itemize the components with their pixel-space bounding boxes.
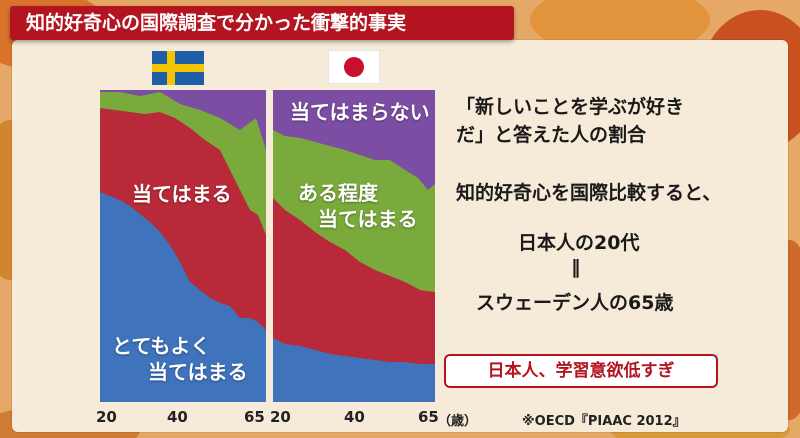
sweden-label-totemoyoku-1: とてもよく <box>112 334 211 358</box>
sweden-tick-20: 20 <box>96 408 117 426</box>
source-note: ※OECD『PIAAC 2012』 <box>522 414 686 429</box>
japan-area-blue <box>273 338 435 402</box>
japan-tick-20: 20 <box>270 408 291 426</box>
equals-sign: ‖ <box>571 256 581 278</box>
sweden-label-atehamaru: 当てはまる <box>132 182 232 206</box>
sweden-tick-65: 65 <box>244 408 265 426</box>
swedish-65: スウェーデン人の65歳 <box>476 292 674 314</box>
sweden-area-blue <box>100 192 266 402</box>
sweden-chart <box>100 90 266 402</box>
japan-flag-icon <box>328 50 380 84</box>
japan-label-atehamaranai: 当てはまらない <box>290 100 430 124</box>
japan-label-arteido-1: ある程度 <box>298 181 378 205</box>
japan-chart <box>273 90 435 402</box>
question-line-1: 「新しいことを学ぶが好き <box>456 96 685 118</box>
comparison-heading: 知的好奇心を国際比較すると、 <box>456 182 722 204</box>
japan-label-arteido-2: 当てはまる <box>318 207 418 231</box>
page-title: 知的好奇心の国際調査で分かった衝撃的事実 <box>10 6 514 40</box>
sweden-label-totemoyoku-2: 当てはまる <box>148 360 248 384</box>
question-line-2: だ」と答えた人の割合 <box>456 124 647 146</box>
sweden-flag-icon <box>152 51 204 85</box>
japan-tick-40: 40 <box>344 408 365 426</box>
sweden-tick-40: 40 <box>167 408 188 426</box>
japanese-20s: 日本人の20代 <box>518 232 640 254</box>
conclusion-callout: 日本人、学習意欲低すぎ <box>444 354 718 388</box>
japan-tick-65: 65 <box>418 408 439 426</box>
axis-unit-age: （歳） <box>438 414 478 429</box>
